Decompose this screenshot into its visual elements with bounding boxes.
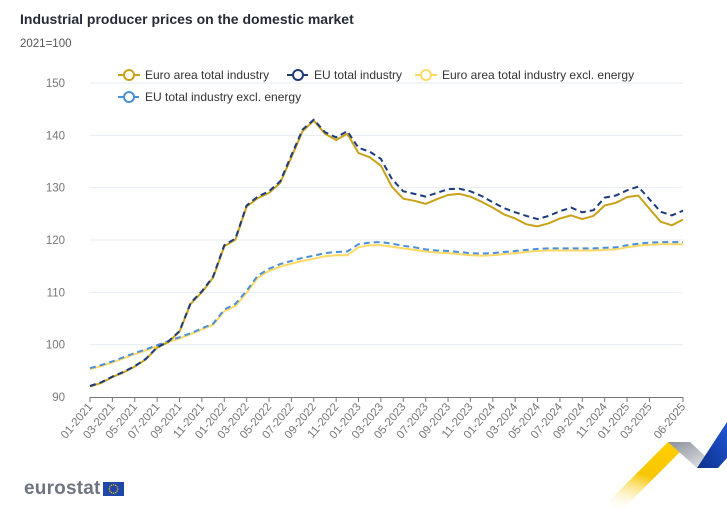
legend-item[interactable]: Euro area total industry — [118, 68, 269, 82]
legend-label: EU total industry excl. energy — [145, 90, 301, 104]
logo-text: eurostat — [24, 478, 101, 499]
eu-flag-icon — [102, 482, 124, 496]
legend-label: Euro area total industry — [145, 68, 269, 82]
y-tick-label: 150 — [46, 78, 65, 90]
y-axis: 90 100 110 120 130 140 150 — [46, 78, 65, 404]
legend-marker-icon — [123, 69, 135, 81]
series-line-0[interactable] — [89, 119, 684, 388]
legend: Euro area total industry EU total industr… — [118, 68, 634, 104]
legend-label: Euro area total industry excl. energy — [442, 68, 634, 82]
y-tick-label: 100 — [46, 340, 65, 352]
y-tick-label: 110 — [47, 287, 65, 299]
grid-lines — [90, 82, 683, 346]
legend-marker-icon — [123, 91, 135, 103]
chart-title: Industrial producer prices on the domest… — [20, 11, 354, 27]
legend-marker-icon — [292, 69, 304, 81]
series-lines — [89, 118, 684, 388]
y-tick-label: 120 — [46, 235, 65, 247]
legend-item[interactable]: Euro area total industry excl. energy — [415, 68, 634, 82]
decorative-ribbon-icon — [602, 422, 727, 508]
legend-item[interactable]: EU total industry excl. energy — [118, 90, 301, 104]
series-line-3[interactable] — [89, 241, 683, 370]
series-line-1[interactable] — [89, 118, 684, 387]
series-line-2[interactable] — [89, 243, 683, 371]
y-tick-label: 140 — [46, 130, 65, 142]
legend-item[interactable]: EU total industry — [287, 68, 402, 82]
y-tick-label: 90 — [52, 392, 65, 404]
x-axis: 01-202103-202105-202107-202109-202111-20… — [59, 397, 688, 441]
legend-label: EU total industry — [314, 68, 402, 82]
chart-subtitle: 2021=100 — [20, 38, 72, 50]
y-tick-label: 130 — [46, 183, 65, 195]
eurostat-logo[interactable]: eurostat — [24, 478, 124, 500]
legend-marker-icon — [420, 69, 432, 81]
